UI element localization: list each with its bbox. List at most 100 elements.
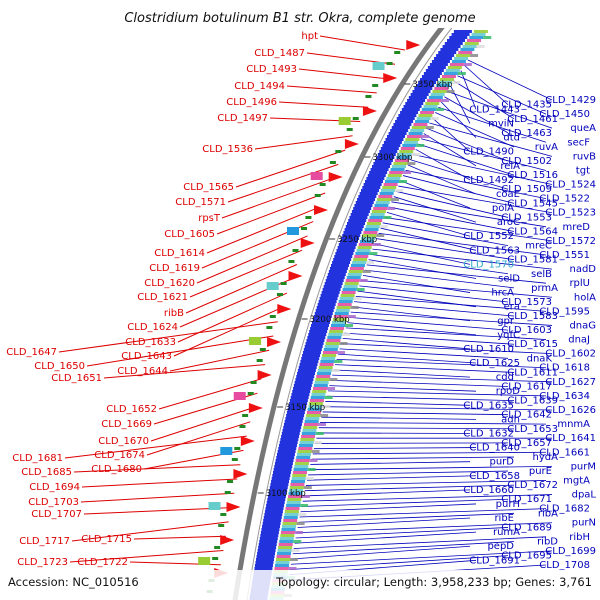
gene-label-right: hydA <box>533 452 559 463</box>
cog-feature <box>288 492 303 495</box>
forward-strand-feature <box>302 351 321 354</box>
outer-feature-tick <box>386 62 393 65</box>
gene-connector-right <box>308 470 509 476</box>
outer-cog-feature <box>220 447 233 455</box>
gene-label-right: CLD_1615 <box>507 339 558 350</box>
outer-cog-feature <box>310 172 323 180</box>
forward-strand-feature <box>336 249 355 252</box>
ruler-tick-label: 3200 kbp <box>310 315 350 325</box>
gene-connector-right <box>321 416 477 420</box>
gene-label-right: queA <box>570 123 596 134</box>
cog-feature-outer <box>350 306 359 309</box>
forward-strand-feature <box>342 234 361 237</box>
gene-connector-left <box>86 335 274 367</box>
cog-feature <box>357 246 372 249</box>
gene-connector-left <box>146 421 251 456</box>
ruler-tick-label: 3300 kbp <box>372 153 412 163</box>
gene-connector-left <box>150 407 254 442</box>
forward-strand-feature <box>260 531 279 534</box>
gene-label-left: CLD_1680 <box>91 464 142 475</box>
forward-strand-feature <box>370 168 389 171</box>
cog-feature <box>283 516 298 519</box>
cog-feature-outer <box>452 81 461 84</box>
cog-feature <box>464 42 479 45</box>
gene-label-right: CLD_1618 <box>539 363 590 374</box>
gene-label-left: CLD_1605 <box>164 229 215 240</box>
gene-connector-right <box>295 527 509 539</box>
forward-strand-feature <box>433 57 452 60</box>
gene-connector-left <box>221 178 332 219</box>
gene-label-right: purM <box>571 461 596 472</box>
gene-connector-right <box>315 442 509 444</box>
gene-connector-right <box>335 364 515 373</box>
forward-strand-feature <box>325 279 344 282</box>
forward-strand-feature <box>267 498 286 501</box>
cog-feature-outer <box>369 252 378 255</box>
cog-feature <box>439 78 454 81</box>
gene-label-right: CLD_1573 <box>501 297 552 308</box>
forward-strand-feature <box>268 492 287 495</box>
cog-feature <box>297 450 312 453</box>
cog-feature-outer <box>383 216 392 219</box>
cog-feature-outer <box>342 333 351 336</box>
cog-feature <box>274 564 289 567</box>
outer-cog-feature <box>338 117 351 125</box>
forward-strand-feature <box>310 327 329 330</box>
cog-feature <box>458 51 473 54</box>
cog-feature <box>340 294 355 297</box>
reverse-strand-arrow <box>406 40 421 50</box>
cog-feature-outer <box>317 423 326 426</box>
forward-strand-feature <box>312 318 331 321</box>
forward-strand-feature <box>296 375 315 378</box>
gene-label-right: CLD_1516 <box>507 170 558 181</box>
outer-feature-tick <box>288 260 295 263</box>
cog-feature-outer <box>362 270 371 273</box>
forward-strand-feature <box>305 342 324 345</box>
gene-label-right: ruvA <box>535 142 558 153</box>
gene-label-left: CLD_1717 <box>19 536 70 547</box>
cog-feature <box>280 531 295 534</box>
forward-strand-feature <box>286 411 305 414</box>
cog-feature <box>298 447 313 450</box>
gene-connector-right <box>382 222 509 246</box>
forward-strand-feature <box>431 60 450 63</box>
gene-connector-right <box>386 211 471 237</box>
forward-strand-feature <box>276 456 295 459</box>
forward-strand-feature <box>419 78 438 81</box>
gene-connector-left <box>286 85 377 94</box>
forward-strand-feature <box>297 369 316 372</box>
cog-feature <box>307 408 322 411</box>
outer-feature-tick <box>224 491 231 494</box>
forward-strand-feature <box>334 255 353 258</box>
cog-feature <box>321 357 336 360</box>
cog-feature <box>306 411 321 414</box>
gene-connector-right <box>426 127 509 162</box>
forward-strand-feature <box>284 420 303 423</box>
gene-label-left: CLD_1614 <box>154 248 205 259</box>
forward-strand-feature <box>386 135 405 138</box>
cog-feature <box>441 75 456 78</box>
forward-strand-feature <box>286 414 305 417</box>
cog-feature-outer <box>435 108 444 111</box>
reverse-strand-arrow <box>226 502 241 512</box>
forward-strand-feature <box>376 156 395 159</box>
cog-feature-outer <box>307 468 316 471</box>
gene-connector-right <box>347 322 477 336</box>
outer-feature-tick <box>218 524 225 527</box>
gene-label-right: mviN <box>488 118 514 129</box>
cog-feature <box>335 309 350 312</box>
outer-feature-tick <box>231 458 238 461</box>
gene-connector-right <box>305 480 547 486</box>
gene-label-right: dnaG <box>569 320 596 331</box>
gene-connector-right <box>336 358 547 369</box>
cog-feature-outer <box>420 135 429 138</box>
cog-feature <box>286 504 301 507</box>
forward-strand-feature <box>379 150 398 153</box>
reverse-strand-arrow <box>248 403 263 413</box>
gene-label-right: CLD_1581 <box>507 255 558 266</box>
cog-feature <box>423 105 438 108</box>
gene-label-right: CLD_1522 <box>539 194 590 205</box>
forward-strand-feature <box>290 396 309 399</box>
reverse-strand-arrow <box>288 271 303 281</box>
forward-strand-feature <box>262 525 281 528</box>
